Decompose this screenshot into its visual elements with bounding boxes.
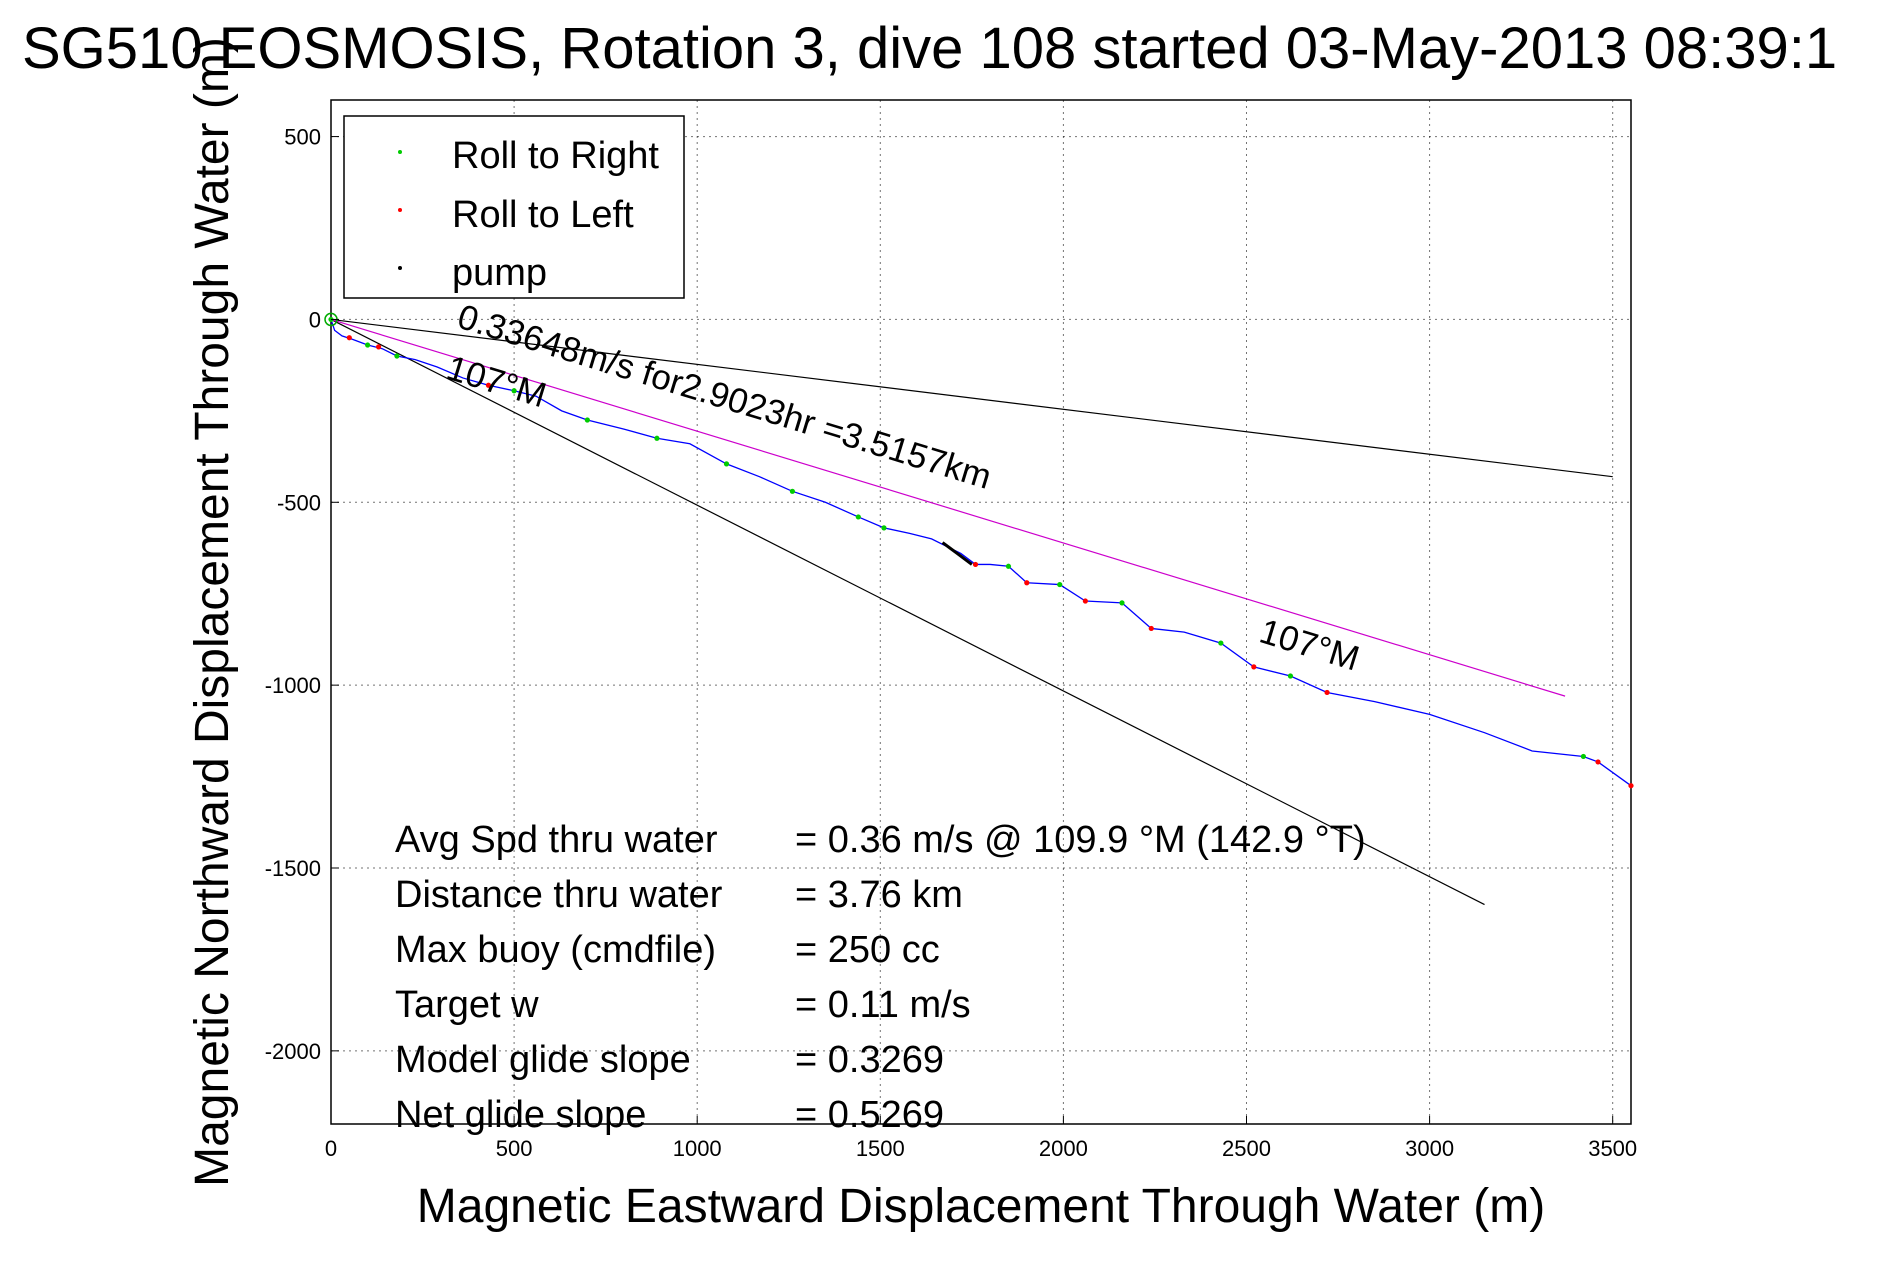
stat-value: = 0.36 m/s @ 109.9 °M (142.9 °T) [795,819,1366,861]
average-heading-line [330,318,1566,697]
legend-marker-pump [398,266,402,270]
stat-label: Model glide slope [395,1039,691,1081]
roll-right-point [855,514,861,520]
legend-marker-roll-left [398,208,402,212]
roll-right-point [1119,600,1125,606]
x-tick-label: 0 [325,1136,337,1161]
roll-left-point [1324,689,1330,696]
annotations: 0.33648m/s for2.9023hr =3.5157km107°M107… [442,297,1363,679]
roll-right-point [723,461,730,467]
roll-right-point [1287,673,1294,679]
annotation-label: 107°M [1255,612,1364,679]
roll-left-point [972,561,979,568]
stat-value: = 3.76 km [795,874,963,916]
x-tick-label: 2500 [1222,1136,1271,1161]
legend-label-roll-left: Roll to Left [452,194,634,236]
x-tick-label: 2000 [1039,1136,1088,1161]
roll-right-point [394,353,400,359]
roll-right-point [1057,581,1063,588]
stat-label: Avg Spd thru water [395,819,718,861]
y-tick-label: 500 [284,125,321,150]
grid-lines [331,100,1631,1124]
roll-right-point [511,388,517,394]
stat-value: = 0.5269 [795,1094,944,1136]
roll-right-point [365,342,371,348]
roll-left-point [376,344,382,350]
roll-right-point [1580,753,1586,760]
legend: Roll to Right Roll to Left pump [343,115,685,299]
x-tick-label: 1500 [856,1136,905,1161]
y-tick-label: -1500 [265,856,321,881]
roll-right-point [881,525,887,531]
y-tick-label: -500 [277,490,321,515]
roll-right-point [1005,563,1012,569]
legend-label-pump: pump [452,252,547,294]
x-tick-label: 3000 [1405,1136,1454,1161]
roll-right-point [584,417,590,423]
dive-statistics: Avg Spd thru water = 0.36 m/s @ 109.9 °M… [395,819,1366,1136]
lower-bound-line [330,318,1485,906]
y-tick-label: -2000 [265,1039,321,1064]
stat-label: Max buoy (cmdfile) [395,929,716,971]
x-tick-label: 3500 [1588,1136,1637,1161]
roll-left-point [1595,759,1601,765]
x-tick-labels: 0 500 1000 1500 2000 2500 3000 3500 [325,1116,1637,1161]
roll-left-point [1024,580,1030,586]
stat-value: = 250 cc [795,929,940,971]
roll-left-point [1082,598,1088,604]
glider-track [330,319,1632,787]
y-tick-label: -1000 [265,673,321,698]
stat-label: Distance thru water [395,874,723,916]
y-axis-label: Magnetic Northward Displacement Through … [186,37,239,1187]
track-markers [324,312,1634,789]
roll-right-point [1218,640,1224,646]
roll-left-point [1251,664,1257,670]
stat-value: = 0.3269 [795,1039,944,1081]
roll-left-point [485,382,492,388]
x-axis-label: Magnetic Eastward Displacement Through W… [417,1180,1545,1233]
track-line [330,319,1632,787]
upper-bound-line [330,318,1613,478]
roll-right-point [654,435,660,441]
legend-marker-roll-right [398,150,402,154]
stat-label: Target w [395,984,539,1026]
y-tick-labels: 500 0 -500 -1000 -1500 -2000 [265,125,339,1064]
x-tick-label: 1000 [673,1136,722,1161]
y-tick-label: 0 [309,307,321,332]
roll-right-point [789,488,796,494]
stat-value: = 0.11 m/s [795,984,971,1026]
roll-left-point [346,335,352,341]
reference-lines [330,318,1613,906]
roll-left-point [1628,783,1634,789]
legend-label-roll-right: Roll to Right [452,135,659,177]
roll-left-point [1148,625,1154,632]
chart-title: SG510 EOSMOSIS, Rotation 3, dive 108 sta… [22,16,1837,81]
pump-segment [941,541,973,566]
stat-label: Net glide slope [395,1094,646,1136]
plot-area-frame [330,99,1632,1125]
x-tick-label: 500 [496,1136,533,1161]
